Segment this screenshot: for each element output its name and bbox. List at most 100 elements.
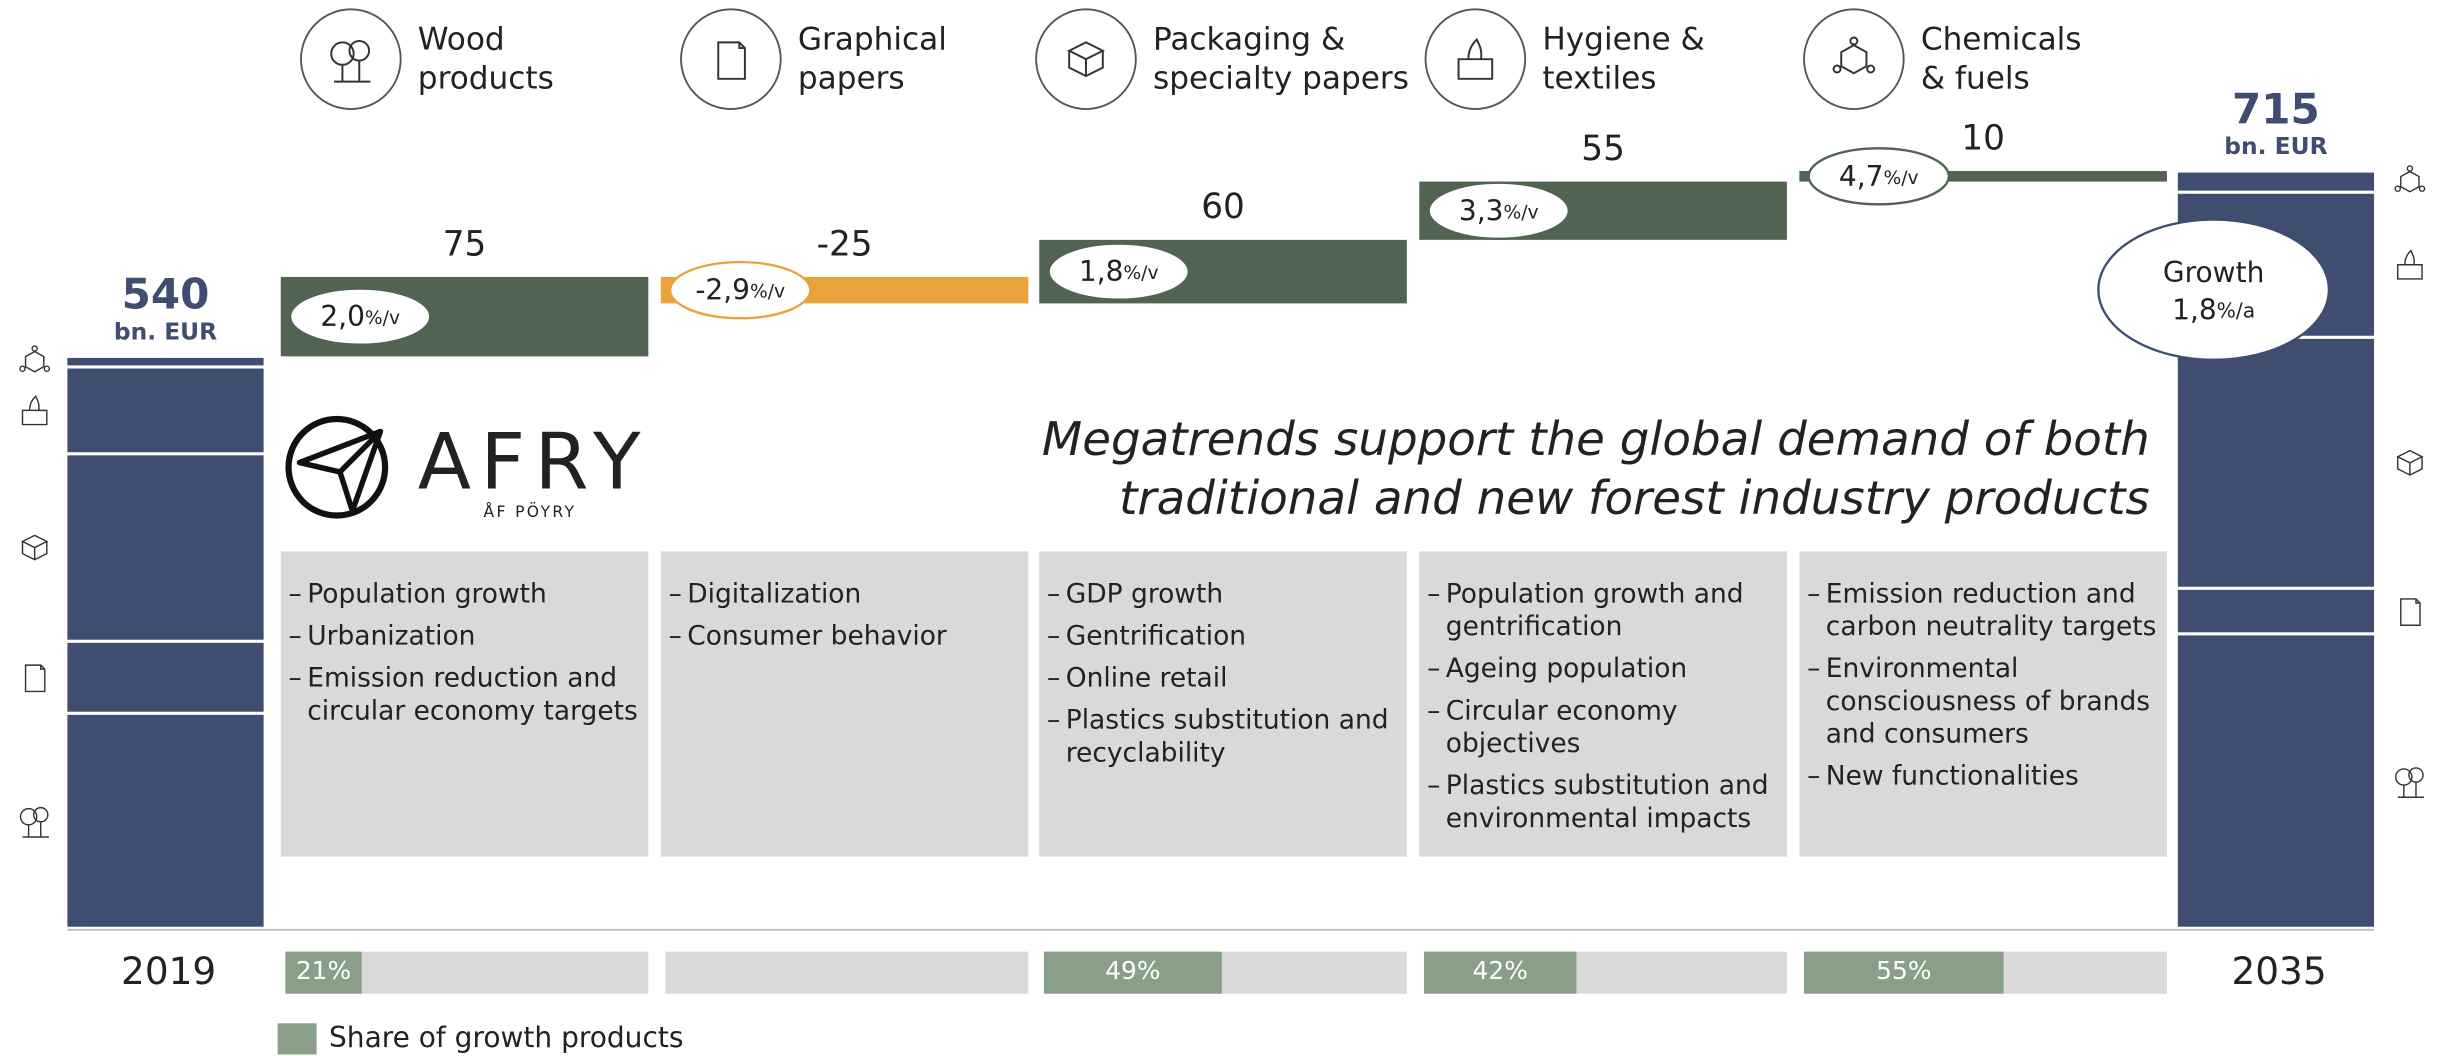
bullet: – bbox=[1807, 653, 1820, 684]
bullet: – bbox=[1047, 621, 1060, 652]
category-label: papers bbox=[798, 60, 905, 96]
growth-rate-unit: %/a bbox=[2217, 298, 2255, 322]
icon bbox=[21, 395, 48, 426]
bullet: – bbox=[1427, 770, 1440, 801]
icon bbox=[2395, 767, 2425, 798]
rate-bubble bbox=[1427, 181, 1570, 240]
category-label: Hygiene & bbox=[1542, 21, 1705, 57]
megatrend: Consumer behavior bbox=[687, 621, 947, 652]
rate-unit: %/v bbox=[365, 308, 400, 329]
icon bbox=[21, 534, 48, 561]
share-label: 55% bbox=[1876, 956, 1931, 985]
megatrend: Online retail bbox=[1066, 663, 1228, 694]
icon bbox=[2397, 449, 2423, 476]
total-segment bbox=[2177, 589, 2375, 633]
category-label: Packaging & bbox=[1153, 21, 1345, 57]
megatrend: New functionalities bbox=[1826, 761, 2079, 792]
category-label: products bbox=[418, 60, 554, 96]
rate-bubble bbox=[288, 287, 432, 346]
total-segment bbox=[67, 642, 264, 712]
growth-bubble bbox=[2097, 218, 2331, 361]
total-segment bbox=[67, 455, 264, 640]
step-label: 55 bbox=[1581, 129, 1625, 169]
total-label: 540 bbox=[122, 270, 210, 319]
bullet: – bbox=[289, 578, 302, 609]
bullet: – bbox=[1427, 653, 1440, 684]
megatrend: Ageing population bbox=[1446, 653, 1687, 684]
year-label: 2035 bbox=[2231, 949, 2326, 993]
step-bar bbox=[1799, 171, 2167, 182]
growth-title: Growth bbox=[2163, 256, 2264, 289]
category-label: & fuels bbox=[1921, 60, 2030, 96]
step-label: -25 bbox=[817, 224, 873, 264]
megatrend: Population growth bbox=[307, 578, 547, 609]
growth-rate: 1,8%/a bbox=[2172, 294, 2255, 327]
total-label: 715 bbox=[2232, 84, 2320, 133]
megatrend: recyclability bbox=[1066, 737, 1226, 768]
rate-value: 2,0 bbox=[320, 300, 365, 333]
logo-name: AFRY bbox=[418, 418, 650, 508]
bullet: – bbox=[289, 621, 302, 652]
category-label: Graphical bbox=[798, 21, 947, 57]
megatrend-box bbox=[660, 551, 1029, 857]
step-label: 75 bbox=[443, 224, 487, 264]
rate-unit: %/v bbox=[1883, 167, 1918, 188]
icon bbox=[2394, 165, 2426, 193]
total-segment bbox=[2177, 338, 2375, 587]
bullet: – bbox=[1047, 578, 1060, 609]
legend-label: Share of growth products bbox=[329, 1021, 683, 1054]
bullet: – bbox=[1427, 578, 1440, 609]
logo-mark bbox=[285, 415, 389, 519]
year-label: 2019 bbox=[121, 949, 216, 993]
rate-value: 1,8 bbox=[1079, 255, 1124, 288]
megatrend: Gentrification bbox=[1066, 621, 1246, 652]
megatrend: and consumers bbox=[1826, 719, 2029, 750]
headline: traditional and new forest industry prod… bbox=[1119, 472, 2150, 526]
total-segment bbox=[67, 714, 264, 927]
logo-plane bbox=[296, 428, 384, 514]
share-label: 42% bbox=[1473, 956, 1528, 985]
total-unit: bn. EUR bbox=[2224, 132, 2327, 160]
step-label: 10 bbox=[1961, 118, 2005, 158]
icon bbox=[19, 806, 50, 838]
megatrend-box bbox=[1799, 551, 2167, 857]
rate-value: -2,9 bbox=[695, 274, 750, 307]
bullet: – bbox=[1807, 578, 1820, 609]
logo-tagline: ÅF PÖYRY bbox=[484, 502, 577, 521]
growth-rate-value: 1,8 bbox=[2172, 294, 2217, 327]
share-label: 49% bbox=[1105, 956, 1160, 985]
total-segment bbox=[67, 357, 264, 366]
bullet: – bbox=[1807, 761, 1820, 792]
bullet: – bbox=[669, 621, 682, 652]
bullet: – bbox=[1427, 695, 1440, 726]
megatrend: Plastics substitution and bbox=[1446, 770, 1769, 801]
share-label: 21% bbox=[296, 956, 351, 985]
share-bar bbox=[1423, 951, 1577, 994]
megatrend: Urbanization bbox=[307, 621, 475, 652]
rate-unit: %/v bbox=[750, 281, 785, 302]
category-label: Wood bbox=[418, 21, 505, 57]
icon bbox=[2400, 598, 2421, 626]
share-track bbox=[665, 951, 1029, 994]
bullet: – bbox=[1047, 705, 1060, 736]
total-unit: bn. EUR bbox=[114, 317, 217, 345]
rate-unit: %/v bbox=[1503, 202, 1538, 223]
megatrend: Digitalization bbox=[687, 578, 861, 609]
rate-value: 3,3 bbox=[1459, 194, 1504, 227]
megatrend: Emission reduction and bbox=[307, 663, 617, 694]
share-bar bbox=[1804, 951, 2004, 994]
rate-value: 4,7 bbox=[1839, 160, 1884, 193]
icon bbox=[2397, 249, 2423, 280]
icon bbox=[19, 345, 51, 373]
legend-swatch bbox=[277, 1023, 317, 1055]
category-label: textiles bbox=[1542, 60, 1656, 96]
category-label: Chemicals bbox=[1921, 21, 2082, 57]
rate-label: -2,9%/v bbox=[695, 274, 785, 307]
share-bar bbox=[1043, 951, 1222, 994]
header-icon-ring bbox=[680, 8, 782, 110]
rate-bubble bbox=[668, 260, 812, 320]
bullet: – bbox=[669, 578, 682, 609]
megatrend: Emission reduction and bbox=[1826, 578, 2136, 609]
